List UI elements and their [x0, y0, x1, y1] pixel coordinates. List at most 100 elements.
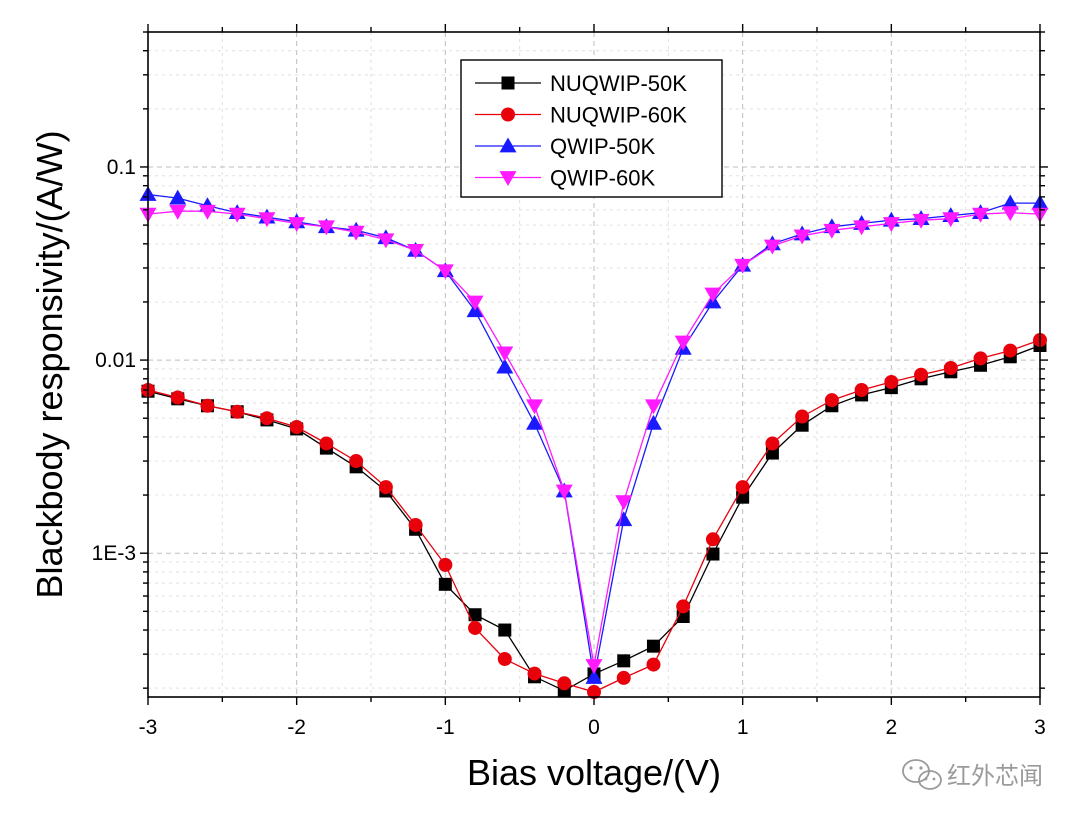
- data-point: [734, 258, 752, 274]
- y-tick-label: 0.01: [95, 349, 136, 372]
- legend-marker: [501, 107, 515, 122]
- data-point: [438, 557, 453, 572]
- watermark: 红外芯闻: [902, 759, 1043, 790]
- data-point: [289, 420, 304, 435]
- data-point: [468, 620, 483, 635]
- data-point: [198, 204, 216, 220]
- data-point: [496, 346, 514, 362]
- data-point: [585, 659, 603, 675]
- data-point: [228, 207, 246, 223]
- data-point: [795, 409, 810, 424]
- x-axis-title: Bias voltage/(V): [467, 752, 721, 793]
- data-point: [438, 577, 452, 591]
- legend-entry: QWIP-50K: [475, 134, 655, 159]
- legend-marker: [501, 76, 515, 90]
- data-point: [617, 654, 631, 668]
- data-point: [735, 480, 750, 495]
- data-point: [1003, 343, 1018, 358]
- x-tick-label: -3: [139, 716, 158, 739]
- data-point: [705, 532, 720, 547]
- plot-series: [139, 186, 1049, 700]
- legend-entry: NUQWIP-50K: [475, 71, 687, 96]
- data-point: [644, 399, 662, 415]
- y-tick-label: 0.1: [107, 156, 136, 179]
- data-point: [942, 212, 960, 228]
- data-point: [377, 233, 395, 249]
- data-point: [884, 375, 899, 390]
- data-point: [230, 404, 245, 419]
- data-point: [349, 454, 364, 469]
- data-point: [882, 217, 900, 232]
- legend-label: QWIP-60K: [550, 166, 655, 191]
- legend-entry: QWIP-60K: [475, 166, 655, 191]
- data-point: [615, 495, 633, 511]
- legend-entry: NUQWIP-60K: [475, 103, 687, 128]
- series-qwip-60k: [139, 204, 1049, 675]
- data-point: [585, 669, 603, 684]
- data-point: [200, 398, 215, 413]
- data-point: [496, 358, 514, 374]
- watermark-text: 红外芯闻: [947, 762, 1043, 790]
- data-point: [169, 189, 187, 205]
- axis-ticks: [140, 24, 1048, 705]
- data-point: [765, 436, 780, 451]
- legend-label: NUQWIP-60K: [550, 103, 687, 128]
- data-point: [973, 351, 988, 366]
- data-point: [793, 229, 811, 245]
- x-tick-label: -2: [287, 716, 306, 739]
- x-tick-label: 3: [1034, 716, 1046, 739]
- data-point: [169, 204, 187, 220]
- data-point: [854, 382, 869, 397]
- data-point: [824, 393, 839, 408]
- legend-marker: [499, 137, 517, 153]
- series-nuqwip-60k: [141, 333, 1047, 700]
- data-point: [765, 446, 779, 460]
- data-point: [498, 623, 512, 637]
- data-point: [378, 480, 393, 495]
- legend-marker: [499, 171, 517, 186]
- legend-label: NUQWIP-50K: [550, 71, 687, 96]
- data-point: [526, 399, 544, 415]
- y-tick-label: 1E-3: [92, 542, 136, 565]
- x-tick-label: 1: [737, 716, 749, 739]
- data-point: [823, 223, 841, 239]
- data-point: [466, 295, 484, 311]
- data-point: [170, 390, 185, 405]
- data-point: [704, 287, 722, 303]
- x-tick-label: 2: [885, 716, 897, 739]
- data-point: [407, 243, 425, 259]
- data-point: [526, 414, 544, 430]
- data-point: [468, 608, 482, 622]
- data-point: [497, 652, 512, 667]
- data-point: [646, 639, 660, 653]
- data-point: [1001, 206, 1019, 222]
- y-axis-title: Blackbody responsivity/(A/W): [29, 130, 70, 598]
- x-tick-label: -1: [436, 716, 455, 739]
- x-tick-label: 0: [588, 716, 600, 739]
- data-point: [943, 360, 958, 375]
- data-point: [972, 207, 990, 223]
- data-point: [288, 217, 306, 232]
- tick-labels: -3 -2 -1 0 1 2 3 1E-3 0.01 0.1: [92, 156, 1046, 739]
- data-point: [319, 436, 334, 451]
- data-point: [706, 547, 720, 561]
- data-point: [408, 517, 423, 532]
- data-point: [676, 599, 691, 614]
- data-point: [914, 367, 929, 382]
- data-point: [436, 264, 454, 280]
- data-point: [259, 411, 274, 426]
- wechat-icon: [902, 759, 942, 790]
- data-point: [644, 414, 662, 430]
- data-point: [763, 239, 781, 255]
- data-point: [317, 220, 335, 236]
- data-point: [557, 676, 572, 691]
- data-point: [527, 666, 542, 681]
- data-point: [912, 213, 930, 229]
- data-point: [258, 212, 276, 228]
- data-point: [674, 335, 692, 351]
- data-point: [1001, 194, 1019, 210]
- legend: NUQWIP-50K NUQWIP-60K QWIP-50K QWIP-60K: [460, 59, 723, 198]
- data-point: [555, 484, 573, 500]
- data-point: [646, 657, 661, 672]
